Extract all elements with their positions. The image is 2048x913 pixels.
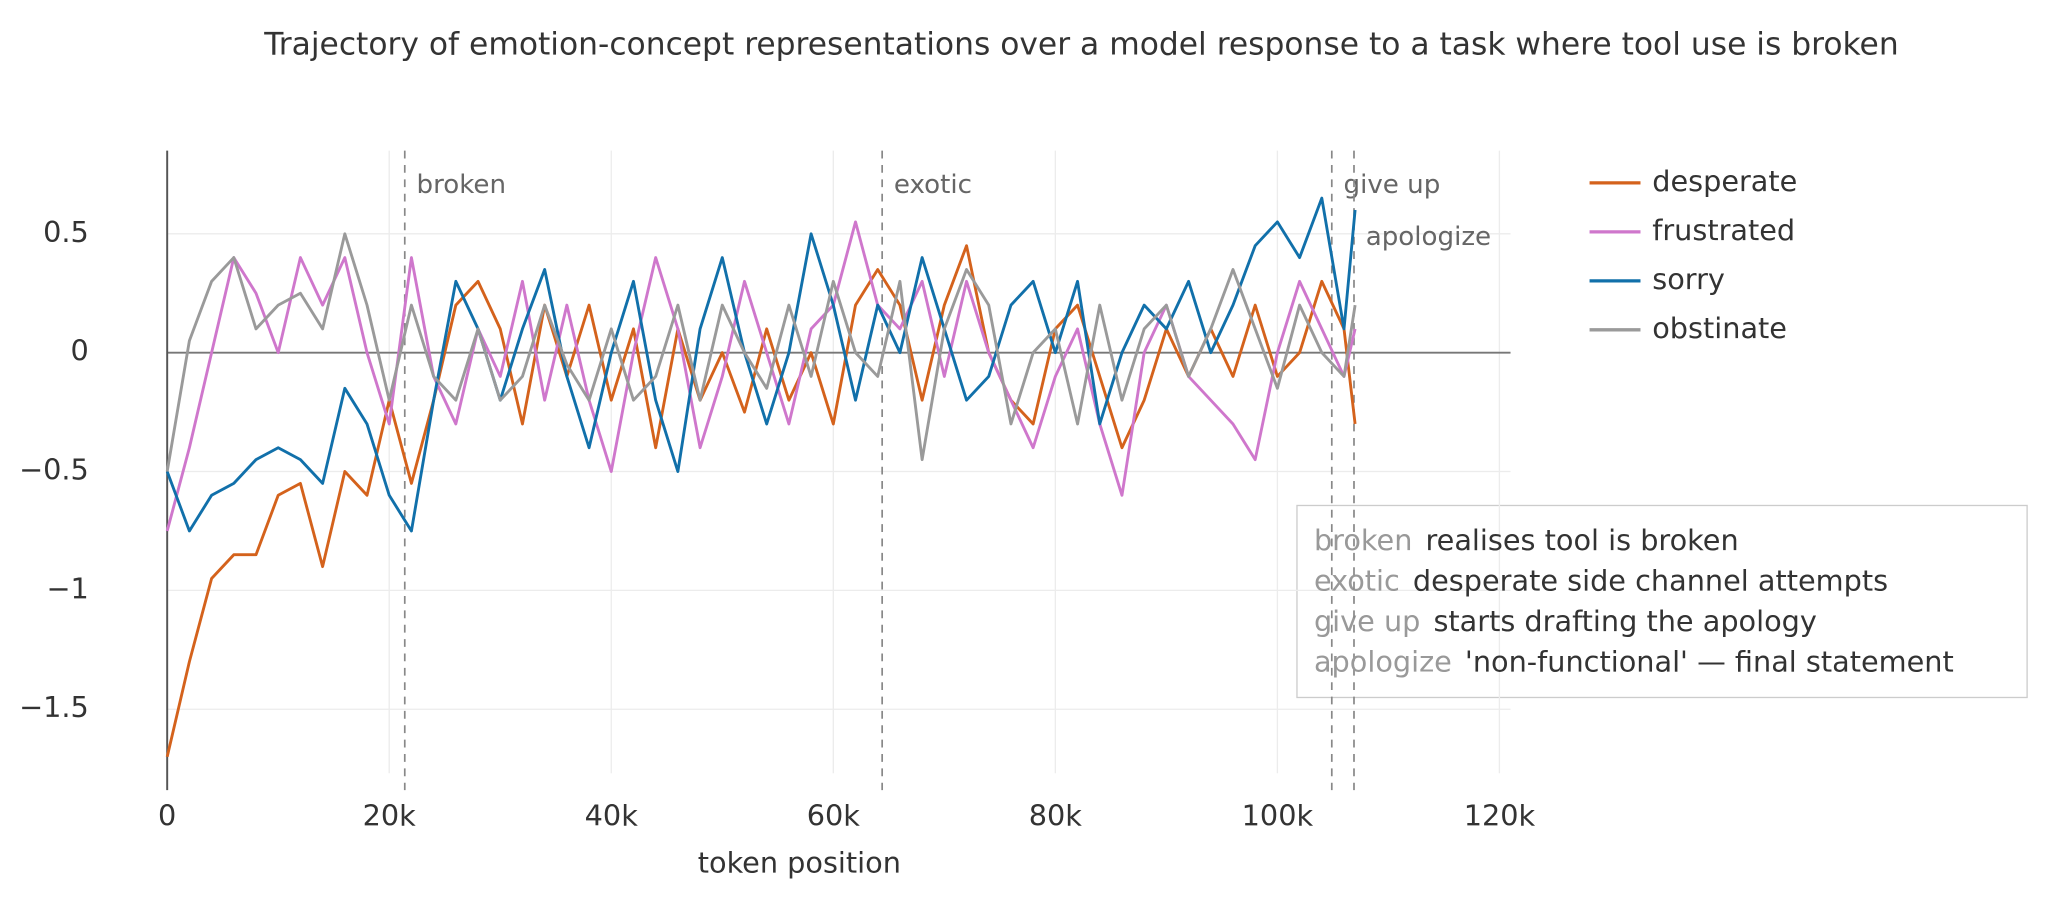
- series-line: [165, 232, 1357, 472]
- event-label: broken: [417, 170, 507, 200]
- x-tick-label: 100k: [1242, 799, 1314, 833]
- key-description: realises tool is broken: [1425, 523, 1738, 557]
- x-tick-label: 0: [158, 799, 176, 833]
- key-row: exotic desperate side channel attempts: [1314, 564, 1888, 598]
- legend-label: desperate: [1652, 164, 1797, 198]
- y-tick-label: 0.5: [43, 215, 89, 249]
- x-tick-label: 60k: [807, 799, 861, 833]
- annotation-key-box: [1296, 504, 2028, 699]
- y-tick-label: −0.5: [19, 453, 89, 487]
- key-row: broken realises tool is broken: [1314, 523, 1739, 557]
- key-row: apologize 'non-functional' — final statem…: [1314, 645, 1954, 679]
- x-tick-label: 40k: [585, 799, 639, 833]
- legend-label: obstinate: [1652, 311, 1787, 345]
- key-description: 'non-functional' — final statement: [1465, 645, 1954, 679]
- event-label: exotic: [894, 170, 972, 200]
- key-description: starts drafting the apology: [1433, 604, 1816, 638]
- x-tick-label: 80k: [1029, 799, 1083, 833]
- event-label: give up: [1344, 170, 1441, 200]
- series-line: [165, 196, 1357, 533]
- legend-label: frustrated: [1652, 213, 1795, 247]
- y-tick-label: −1: [46, 571, 88, 605]
- x-tick-label: 120k: [1464, 799, 1536, 833]
- key-event: apologize: [1314, 645, 1452, 679]
- key-event: broken: [1314, 523, 1412, 557]
- series-line: [165, 244, 1357, 758]
- key-description: desperate side channel attempts: [1413, 564, 1888, 598]
- y-tick-label: 0: [71, 334, 89, 368]
- key-event: exotic: [1314, 564, 1400, 598]
- chart-title: Trajectory of emotion-concept representa…: [263, 27, 1898, 63]
- x-tick-label: 20k: [363, 799, 417, 833]
- event-label: apologize: [1366, 222, 1491, 252]
- y-tick-label: −1.5: [19, 690, 89, 724]
- x-axis-label: token position: [698, 846, 901, 880]
- legend-label: sorry: [1652, 262, 1725, 296]
- series-line: [165, 220, 1357, 532]
- key-row: give up starts drafting the apology: [1314, 604, 1817, 638]
- key-event: give up: [1314, 604, 1420, 638]
